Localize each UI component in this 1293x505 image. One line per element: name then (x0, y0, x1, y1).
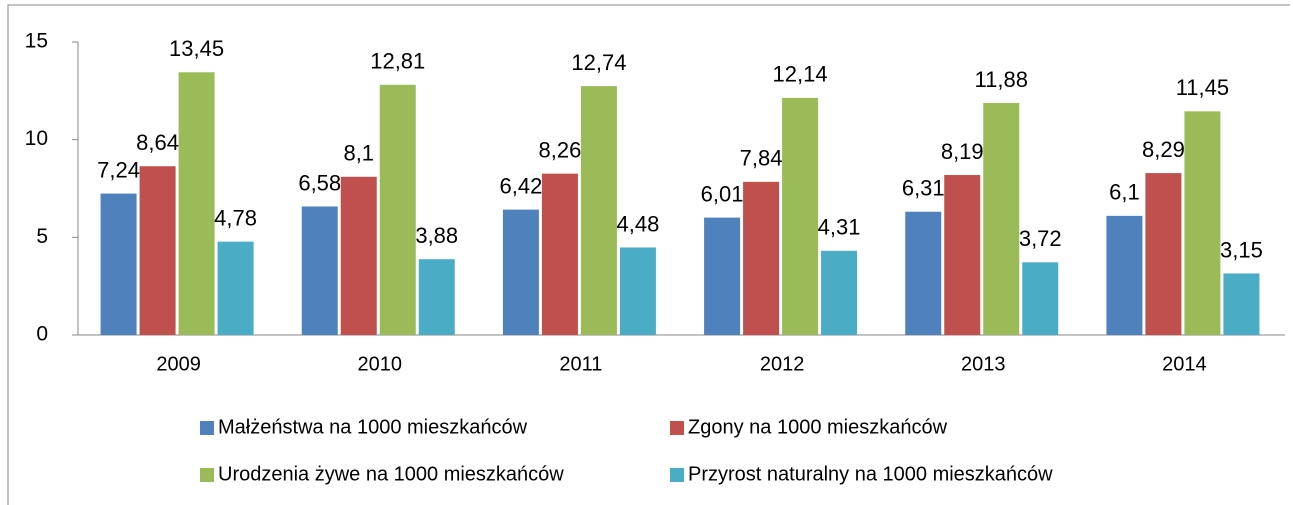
value-label: 6,1 (1109, 180, 1140, 205)
bar (502, 209, 539, 335)
bar (379, 84, 416, 335)
bar (704, 217, 741, 335)
bar (178, 72, 215, 335)
value-label: 8,19 (941, 139, 984, 164)
value-label: 6,01 (701, 181, 744, 206)
value-label: 3,15 (1220, 237, 1263, 262)
bar (743, 181, 780, 335)
bar (983, 102, 1020, 335)
bar (905, 211, 942, 335)
x-tick-label: 2014 (1162, 353, 1207, 375)
y-tick-label: 10 (25, 127, 48, 150)
value-label: 7,84 (740, 146, 783, 171)
legend-label: Urodzenia żywe na 1000 mieszkańców (218, 463, 564, 485)
value-label: 12,74 (571, 50, 626, 75)
value-label: 13,45 (169, 36, 224, 61)
bar (782, 97, 819, 336)
bar (1184, 111, 1221, 336)
x-tick-label: 2012 (760, 353, 805, 375)
value-label: 8,29 (1142, 137, 1185, 162)
bar (821, 250, 858, 335)
legend-swatch (670, 421, 684, 435)
value-label: 8,1 (343, 141, 374, 166)
x-tick-label: 2010 (358, 353, 403, 375)
value-label: 4,31 (818, 215, 861, 240)
bar (580, 86, 617, 336)
bar (217, 241, 254, 335)
value-label: 6,58 (298, 170, 341, 195)
value-label: 12,14 (773, 62, 828, 87)
bar (340, 176, 377, 335)
bar (944, 175, 981, 335)
bar (619, 247, 656, 335)
value-label: 3,88 (415, 223, 458, 248)
value-label: 11,88 (975, 67, 1028, 92)
bar (1106, 215, 1143, 335)
legend-swatch (670, 468, 684, 482)
bar (1223, 273, 1260, 335)
value-label: 4,48 (617, 211, 660, 236)
x-tick-label: 2009 (156, 353, 201, 375)
value-label: 4,78 (214, 205, 257, 230)
chart-frame (7, 4, 1290, 505)
x-tick-label: 2013 (961, 353, 1006, 375)
value-label: 8,64 (136, 130, 179, 155)
y-tick-label: 15 (25, 30, 48, 53)
y-tick-label: 0 (36, 323, 48, 346)
bar (541, 173, 578, 335)
legend-swatch (200, 421, 214, 435)
y-tick-label: 5 (36, 225, 48, 248)
legend-label: Przyrost naturalny na 1000 mieszkańców (688, 463, 1053, 485)
value-label: 3,72 (1019, 226, 1062, 251)
value-label: 6,31 (902, 176, 945, 201)
bar (301, 206, 338, 335)
x-tick-label: 2011 (559, 353, 602, 375)
bar (1022, 262, 1059, 335)
value-label: 11,45 (1176, 75, 1229, 100)
value-label: 6,42 (500, 173, 543, 198)
bar (139, 166, 176, 335)
bar (418, 259, 455, 335)
bar (100, 193, 137, 335)
bar (1145, 173, 1182, 335)
legend-label: Małżeństwa na 1000 mieszkańców (218, 416, 528, 438)
value-label: 8,26 (539, 137, 582, 162)
legend-label: Zgony na 1000 mieszkańców (688, 416, 948, 438)
value-label: 7,24 (97, 157, 140, 182)
value-label: 12,81 (370, 49, 425, 74)
legend-swatch (200, 468, 214, 482)
